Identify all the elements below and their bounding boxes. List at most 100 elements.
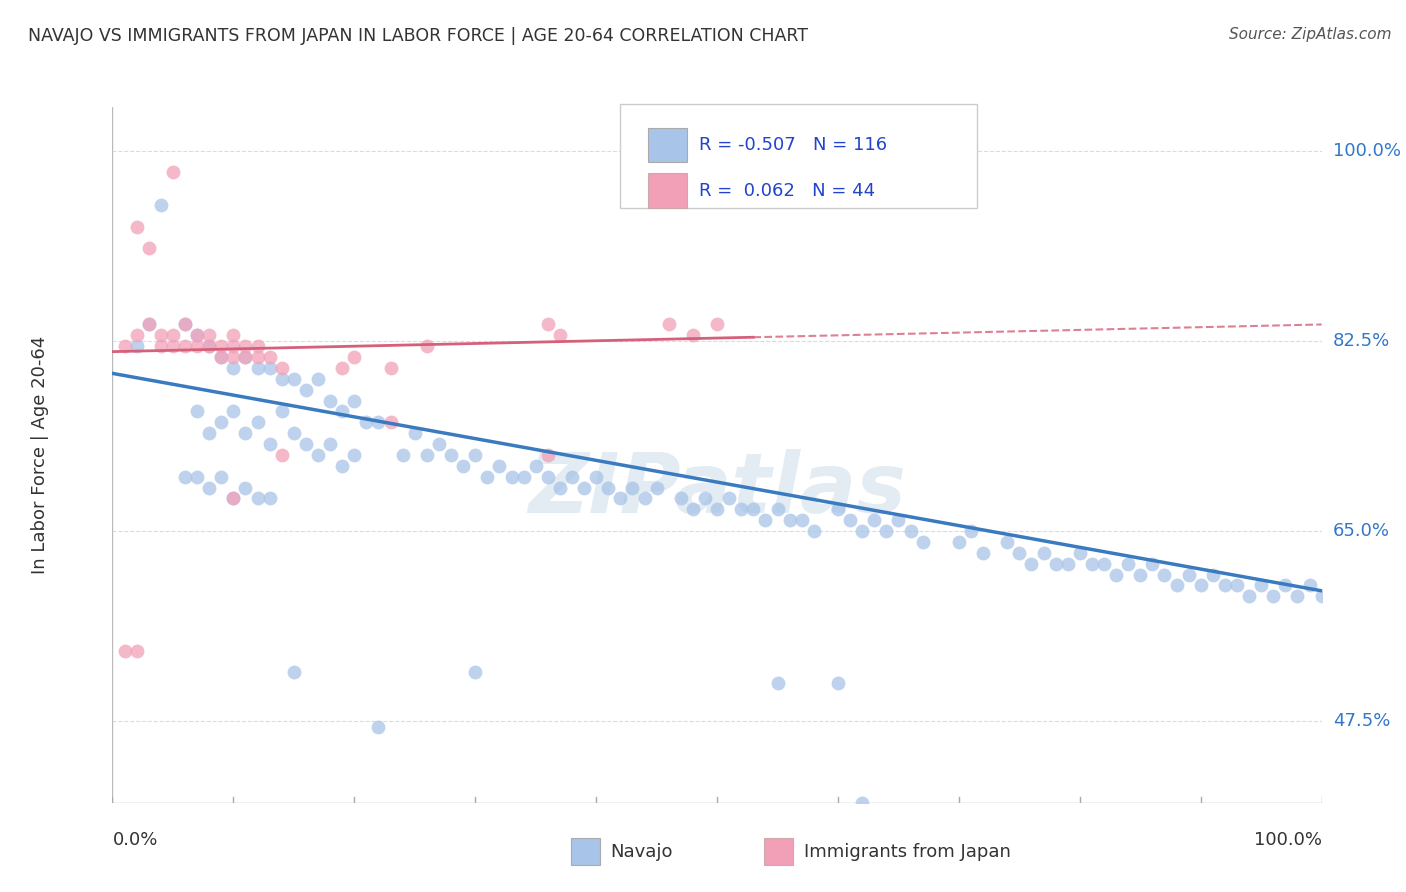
- Point: [682, 328, 704, 343]
- Point: [706, 318, 728, 332]
- Point: [416, 448, 439, 462]
- Point: [283, 426, 305, 441]
- Point: [645, 481, 668, 495]
- Point: [174, 318, 197, 332]
- Point: [1045, 557, 1067, 571]
- Point: [138, 241, 160, 255]
- Point: [561, 469, 583, 483]
- Point: [1008, 546, 1031, 560]
- Point: [1177, 567, 1199, 582]
- Point: [125, 219, 148, 234]
- Point: [174, 469, 197, 483]
- Point: [609, 491, 631, 506]
- Point: [1021, 557, 1043, 571]
- Point: [198, 328, 221, 343]
- Point: [766, 502, 789, 516]
- Point: [343, 448, 366, 462]
- Point: [209, 469, 232, 483]
- Point: [839, 513, 862, 527]
- Point: [1250, 578, 1272, 592]
- Point: [501, 469, 523, 483]
- Point: [427, 437, 450, 451]
- Point: [186, 469, 208, 483]
- Text: In Labor Force | Age 20-64: In Labor Force | Age 20-64: [31, 335, 49, 574]
- FancyBboxPatch shape: [765, 838, 793, 865]
- Point: [995, 535, 1018, 549]
- Point: [307, 372, 329, 386]
- Point: [682, 502, 704, 516]
- Point: [464, 665, 486, 680]
- Point: [477, 469, 499, 483]
- Point: [464, 448, 486, 462]
- Point: [548, 328, 571, 343]
- Point: [186, 339, 208, 353]
- Point: [138, 318, 160, 332]
- Text: Navajo: Navajo: [610, 843, 673, 861]
- Text: 82.5%: 82.5%: [1333, 332, 1391, 350]
- FancyBboxPatch shape: [648, 173, 686, 208]
- Point: [222, 491, 245, 506]
- Point: [186, 328, 208, 343]
- Point: [125, 339, 148, 353]
- FancyBboxPatch shape: [620, 103, 977, 208]
- Point: [537, 318, 560, 332]
- Point: [367, 720, 389, 734]
- Point: [356, 415, 378, 429]
- Point: [198, 339, 221, 353]
- Point: [537, 448, 560, 462]
- Point: [186, 328, 208, 343]
- Point: [1081, 557, 1104, 571]
- Point: [548, 481, 571, 495]
- Text: ZIPatlas: ZIPatlas: [529, 450, 905, 530]
- Point: [114, 643, 136, 657]
- Point: [451, 458, 474, 473]
- Point: [440, 448, 463, 462]
- Point: [222, 491, 245, 506]
- Point: [222, 328, 245, 343]
- Point: [209, 415, 232, 429]
- Point: [416, 339, 439, 353]
- Point: [174, 339, 197, 353]
- Point: [149, 339, 172, 353]
- Point: [270, 372, 292, 386]
- Point: [283, 665, 305, 680]
- Point: [235, 350, 257, 364]
- Point: [863, 513, 886, 527]
- Text: NAVAJO VS IMMIGRANTS FROM JAPAN IN LABOR FORCE | AGE 20-64 CORRELATION CHART: NAVAJO VS IMMIGRANTS FROM JAPAN IN LABOR…: [28, 27, 808, 45]
- Point: [1202, 567, 1225, 582]
- Point: [706, 502, 728, 516]
- Text: Immigrants from Japan: Immigrants from Japan: [804, 843, 1011, 861]
- Point: [149, 328, 172, 343]
- Point: [766, 676, 789, 690]
- Point: [235, 481, 257, 495]
- Point: [1142, 557, 1164, 571]
- Point: [488, 458, 510, 473]
- Point: [960, 524, 983, 538]
- Point: [222, 404, 245, 418]
- Point: [246, 415, 269, 429]
- Point: [162, 339, 184, 353]
- Point: [138, 318, 160, 332]
- Point: [730, 502, 752, 516]
- Point: [343, 393, 366, 408]
- Point: [259, 350, 281, 364]
- Point: [295, 383, 318, 397]
- Point: [1237, 589, 1260, 603]
- FancyBboxPatch shape: [648, 128, 686, 162]
- Point: [1274, 578, 1296, 592]
- Point: [1310, 589, 1333, 603]
- Point: [1226, 578, 1249, 592]
- Point: [283, 372, 305, 386]
- Point: [209, 350, 232, 364]
- Point: [319, 437, 342, 451]
- Point: [209, 350, 232, 364]
- Point: [222, 339, 245, 353]
- Point: [1069, 546, 1091, 560]
- Point: [948, 535, 970, 549]
- Point: [572, 481, 595, 495]
- Point: [235, 426, 257, 441]
- Point: [367, 415, 389, 429]
- Point: [162, 165, 184, 179]
- Point: [742, 502, 765, 516]
- Text: 65.0%: 65.0%: [1333, 522, 1389, 540]
